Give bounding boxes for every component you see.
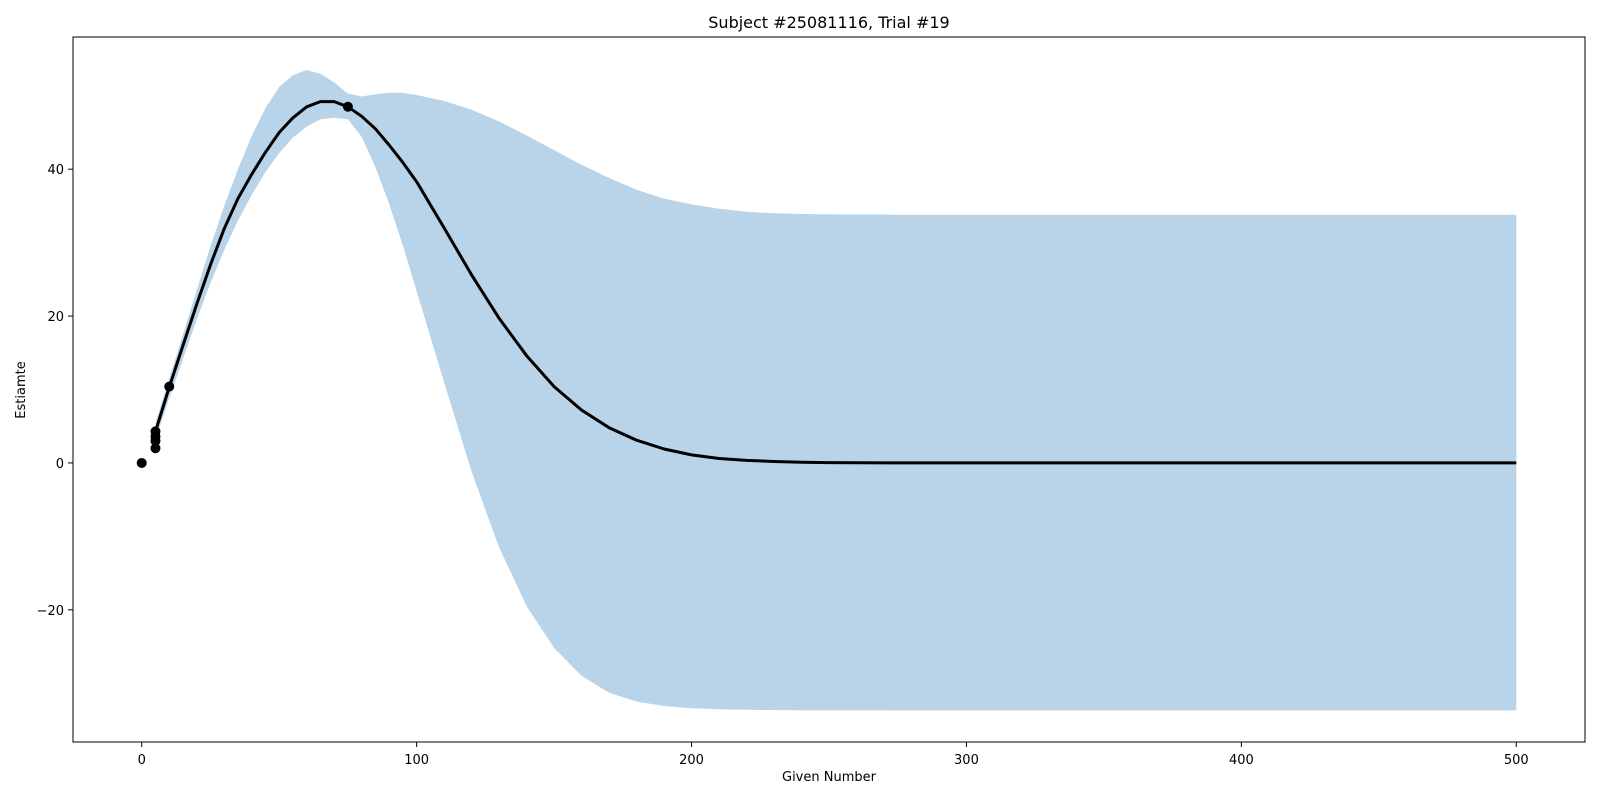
data-point bbox=[136, 457, 147, 468]
chart-title: Subject #25081116, Trial #19 bbox=[708, 13, 949, 32]
mean-line bbox=[154, 100, 1517, 465]
x-tick-label: 300 bbox=[954, 753, 979, 768]
x-axis-label: Given Number bbox=[782, 770, 877, 785]
x-tick-label: 0 bbox=[138, 753, 146, 768]
plot-frame bbox=[72, 36, 1586, 743]
x-tick-label: 100 bbox=[404, 753, 429, 768]
x-tick-label: 400 bbox=[1229, 753, 1254, 768]
data-point bbox=[150, 443, 161, 454]
y-tick-label: 40 bbox=[47, 163, 64, 178]
y-tick-label: 0 bbox=[56, 457, 64, 472]
y-tick-label: −20 bbox=[37, 604, 64, 619]
x-tick-label: 200 bbox=[679, 753, 704, 768]
x-axis: 0 100 200 300 400 500 bbox=[138, 742, 1529, 768]
data-points bbox=[136, 101, 353, 468]
plot-area bbox=[136, 70, 1517, 711]
data-point bbox=[164, 381, 175, 392]
uncertainty-band bbox=[155, 70, 1517, 711]
x-tick-label: 500 bbox=[1504, 753, 1529, 768]
y-tick-label: 20 bbox=[47, 310, 64, 325]
y-axis-label: Estiamte bbox=[14, 361, 29, 418]
data-point bbox=[342, 101, 353, 112]
data-point bbox=[150, 426, 161, 437]
y-axis: −20 0 20 40 bbox=[37, 163, 73, 619]
